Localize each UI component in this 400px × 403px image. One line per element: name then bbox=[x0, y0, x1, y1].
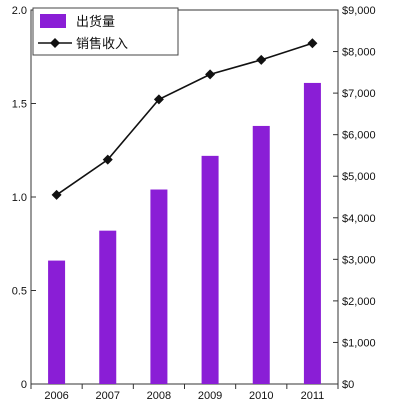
bar bbox=[303, 82, 321, 385]
left-tick-label: 0.5 bbox=[12, 286, 27, 298]
left-tick-label: 1.0 bbox=[12, 192, 27, 204]
bar-series bbox=[48, 82, 321, 385]
bar bbox=[99, 230, 117, 384]
plot-frame bbox=[30, 9, 339, 385]
right-tick-label: $8,000 bbox=[342, 47, 376, 59]
right-tick-label: $7,000 bbox=[342, 88, 376, 100]
right-tick-label: $3,000 bbox=[342, 254, 376, 266]
line-point bbox=[102, 154, 113, 165]
legend-label-revenue: 销售收入 bbox=[76, 36, 128, 52]
x-tick-label: 2007 bbox=[96, 390, 120, 402]
legend: 出货量 销售收入 bbox=[32, 7, 179, 56]
right-tick-label: $2,000 bbox=[342, 296, 376, 308]
right-tick-label: $5,000 bbox=[342, 171, 376, 183]
line-point bbox=[256, 54, 267, 65]
line-series bbox=[51, 38, 318, 200]
x-tick-label: 2010 bbox=[249, 390, 273, 402]
legend-diamond-marker bbox=[50, 38, 60, 48]
revenue-line bbox=[56, 42, 313, 196]
x-tick-label: 2009 bbox=[198, 390, 222, 402]
right-tick-label: $4,000 bbox=[342, 213, 376, 225]
line-point bbox=[51, 189, 62, 200]
legend-bar-swatch bbox=[40, 14, 66, 28]
bar bbox=[252, 125, 270, 384]
legend-label-shipments: 出货量 bbox=[76, 14, 115, 30]
x-tick-label: 2006 bbox=[44, 390, 68, 402]
line-point bbox=[205, 69, 216, 80]
x-axis: 2006 2007 2008 2009 2010 2011 bbox=[30, 384, 339, 402]
right-axis: $0 $1,000 $2,000 $3,000 $4,000 $5,000 $6,000 $7… bbox=[333, 5, 376, 391]
left-tick-label: 1.5 bbox=[12, 99, 27, 111]
right-tick-label: $0 bbox=[342, 379, 354, 391]
left-tick-label: 0 bbox=[21, 379, 27, 391]
left-tick-label: 2.0 bbox=[12, 5, 27, 17]
line-point bbox=[153, 94, 164, 105]
line-point bbox=[307, 38, 318, 49]
right-tick-label: $9,000 bbox=[342, 5, 376, 17]
right-tick-label: $1,000 bbox=[342, 337, 376, 349]
x-tick-label: 2008 bbox=[147, 390, 171, 402]
left-axis: 0 0.5 1.0 1.5 2.0 bbox=[12, 5, 36, 391]
bar bbox=[201, 155, 219, 384]
bar bbox=[48, 260, 66, 384]
right-tick-label: $6,000 bbox=[342, 130, 376, 142]
plot-border bbox=[30, 9, 339, 385]
bar bbox=[150, 189, 168, 384]
x-tick-label: 2011 bbox=[301, 390, 325, 402]
